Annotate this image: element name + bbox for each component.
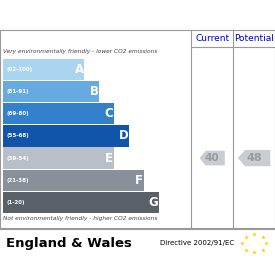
- Text: (21-38): (21-38): [6, 178, 29, 183]
- Text: (69-80): (69-80): [6, 111, 29, 116]
- Text: Current: Current: [195, 34, 229, 43]
- Text: Potential: Potential: [234, 34, 274, 43]
- Polygon shape: [199, 151, 225, 165]
- Text: Not environmentally friendly - higher CO2 emissions: Not environmentally friendly - higher CO…: [3, 216, 157, 221]
- Text: (1-20): (1-20): [6, 200, 24, 205]
- Text: C: C: [105, 107, 114, 120]
- Text: G: G: [149, 196, 159, 209]
- Bar: [3, 59, 84, 80]
- Text: England & Wales: England & Wales: [6, 237, 131, 250]
- Text: D: D: [119, 130, 129, 142]
- Text: (92-100): (92-100): [6, 67, 32, 72]
- Text: Directive 2002/91/EC: Directive 2002/91/EC: [160, 240, 234, 246]
- Text: 48: 48: [246, 153, 262, 163]
- Polygon shape: [238, 150, 270, 166]
- Text: Environmental(CO2) Impact Rating: Environmental(CO2) Impact Rating: [15, 8, 260, 21]
- Text: Very environmentally friendly - lower CO2 emissions: Very environmentally friendly - lower CO…: [3, 49, 157, 54]
- Text: B: B: [90, 85, 99, 98]
- Bar: [3, 125, 129, 147]
- Text: (81-91): (81-91): [6, 89, 29, 94]
- Bar: [3, 81, 99, 102]
- Text: E: E: [105, 152, 113, 165]
- Text: 40: 40: [205, 153, 219, 163]
- Bar: [3, 170, 144, 191]
- Text: F: F: [135, 174, 143, 187]
- Text: (55-68): (55-68): [6, 133, 29, 139]
- Text: (39-54): (39-54): [6, 156, 29, 160]
- Bar: [3, 192, 159, 213]
- Bar: [3, 103, 114, 125]
- Text: A: A: [75, 63, 84, 76]
- Bar: [3, 147, 114, 169]
